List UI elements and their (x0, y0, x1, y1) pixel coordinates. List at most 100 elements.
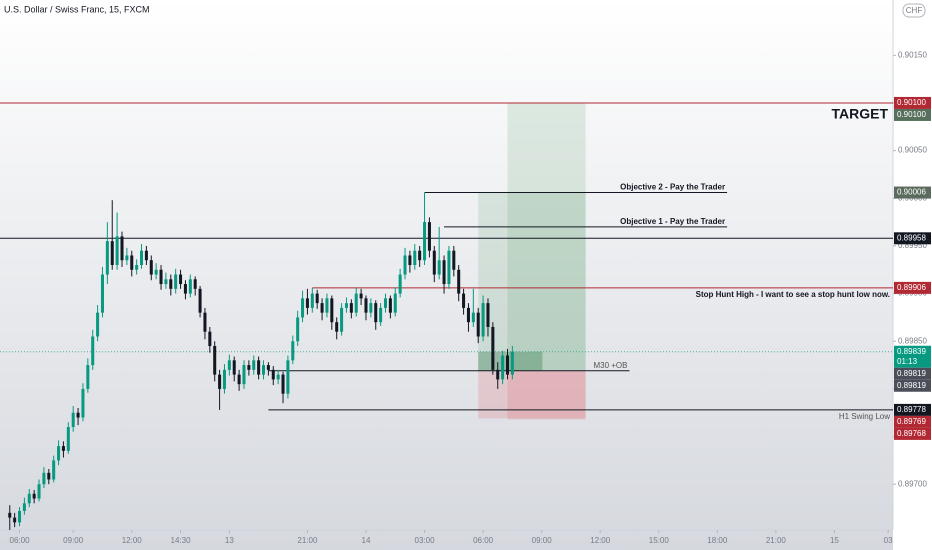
y-tick-label: 0.89950 (898, 241, 927, 250)
price-badge-label: 0.90100 (897, 110, 926, 119)
chart-title: U.S. Dollar / Swiss Franc, 15, FXCM (4, 4, 150, 14)
x-tick-label: 12:00 (590, 536, 611, 545)
candle-body (110, 241, 114, 265)
candle-body (330, 298, 334, 323)
position-stop-zone (507, 370, 586, 420)
candle-body (105, 241, 109, 275)
position-target-zone (478, 192, 586, 371)
price-badge (894, 281, 931, 294)
candle-body (144, 250, 148, 261)
currency[interactable]: CHF (906, 6, 923, 15)
price-badge-label: 0.89819 (897, 381, 926, 390)
candle-body (335, 322, 339, 332)
price-badge (894, 108, 931, 121)
candle-body (193, 279, 197, 289)
candle-body (247, 365, 251, 370)
candle-body (96, 312, 100, 337)
x-tick-label: 21:00 (297, 536, 318, 545)
x-tick-label: 14:30 (171, 536, 192, 545)
x-tick-label: 06:00 (10, 536, 31, 545)
candle-body (218, 374, 222, 389)
candle-body (174, 274, 178, 289)
candle-body (403, 255, 407, 275)
candle-body (281, 374, 285, 394)
candle-body (188, 279, 192, 294)
position-target-zone (507, 102, 586, 371)
candle-body (466, 307, 470, 323)
candle-body (271, 369, 275, 380)
candle-body (462, 293, 466, 308)
x-tick-label: 12:00 (122, 536, 143, 545)
candle-body (198, 288, 202, 313)
price-axis-panel (893, 0, 932, 550)
candle-body (81, 388, 85, 418)
price-badge-label: 0.89768 (897, 429, 926, 438)
y-tick-label: 0.90150 (898, 50, 927, 59)
level-label: H1 Swing Low (839, 412, 890, 421)
currency-badge[interactable] (902, 3, 926, 18)
candle-body (359, 293, 363, 299)
level-label: Objective 2 - Pay the Trader (620, 183, 725, 192)
candle-body (427, 222, 431, 251)
candle-body (388, 298, 392, 313)
candle-body (203, 312, 207, 332)
candle-body (452, 250, 456, 270)
candle-body (183, 284, 187, 294)
candle-body (457, 269, 461, 294)
candle-body (76, 412, 80, 418)
candle-body (115, 236, 119, 265)
candle-body (52, 460, 56, 480)
price-badge (894, 345, 931, 368)
x-tick-label: 18:00 (707, 536, 728, 545)
candle-body (125, 255, 129, 261)
price-badge (894, 379, 931, 392)
candle-body (354, 293, 358, 313)
candle-body (481, 303, 485, 337)
price-badge-label: 0.89769 (897, 417, 926, 426)
position-stop-zone (478, 370, 586, 419)
x-tick-label: 03 (884, 536, 893, 545)
level-label: Objective 1 - Pay the Trader (620, 217, 725, 226)
candle-body (349, 303, 353, 313)
candle-body (496, 369, 500, 380)
y-tick-label: 0.89700 (898, 479, 927, 488)
candle-body (120, 236, 124, 261)
candle-body (379, 307, 383, 323)
candle-body (42, 472, 46, 485)
price-badge (894, 186, 931, 199)
candle-body (369, 303, 373, 313)
candle-body (320, 303, 324, 313)
candle-body (135, 265, 139, 270)
price-badge (894, 403, 931, 416)
candle-body (383, 298, 388, 308)
candle-body (130, 255, 134, 270)
candle-body (208, 331, 212, 347)
price-badge (894, 367, 931, 380)
price-badge (894, 427, 931, 440)
candle-body (257, 360, 261, 375)
candle-body (66, 427, 70, 451)
candle-body (179, 274, 183, 285)
candle-body (47, 472, 51, 480)
candle-body (222, 369, 226, 389)
candle-body (100, 274, 104, 313)
candle-body (344, 303, 348, 308)
candle-body (442, 260, 446, 285)
position-profit-zone (478, 351, 543, 371)
candle-body (501, 355, 505, 380)
candle-body (61, 446, 65, 451)
price-badge-label: 0.90006 (897, 188, 926, 197)
candle-body (22, 503, 26, 511)
candle-body (27, 493, 31, 504)
candle-body (232, 360, 236, 375)
x-tick-label: 09:00 (532, 536, 553, 545)
candle-body (398, 274, 402, 294)
candle-body (432, 250, 436, 275)
candle-body (305, 298, 309, 308)
plot-area: Objective 2 - Pay the Trader Objective 1 … (0, 102, 893, 530)
candle-body (252, 360, 256, 370)
candle-body (374, 303, 378, 323)
candle-body (286, 360, 290, 394)
candle-body (159, 269, 163, 285)
price-badge (894, 415, 931, 428)
